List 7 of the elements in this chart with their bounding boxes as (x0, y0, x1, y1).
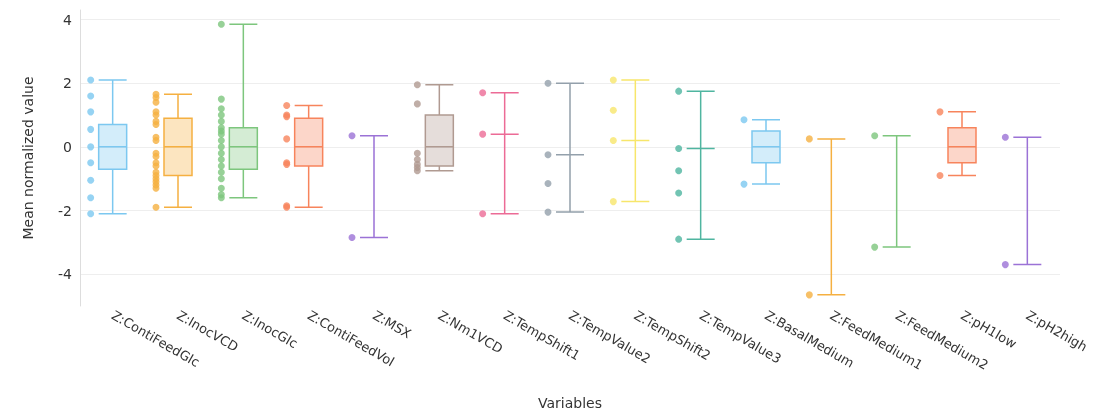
y-tick-label: 0 (63, 138, 72, 155)
y-tick-label: 2 (63, 75, 72, 92)
y-tick-label: -2 (58, 202, 72, 219)
y-tick-label: 4 (63, 11, 73, 28)
x-axis-title: Variables (538, 395, 602, 411)
y-axis-title: Mean normalized value (20, 76, 36, 240)
y-tick-label: -4 (58, 266, 73, 283)
